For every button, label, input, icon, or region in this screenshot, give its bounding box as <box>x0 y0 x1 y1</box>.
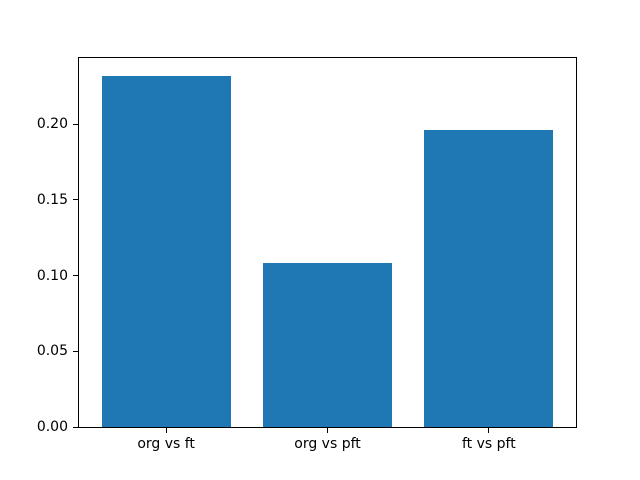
x-tick-mark <box>327 428 328 433</box>
y-tick-mark <box>73 199 78 201</box>
bar-1 <box>101 75 231 427</box>
bar-2 <box>262 263 393 427</box>
y-tick-mark <box>73 275 78 277</box>
y-tick-label: 0.15 <box>36 191 68 208</box>
y-tick-mark <box>73 350 78 352</box>
x-tick-label: ft vs pft <box>462 436 516 452</box>
x-tick-label: org vs pft <box>294 436 361 452</box>
y-tick-mark <box>73 123 78 125</box>
y-tick-label: 0.10 <box>36 267 68 284</box>
bar-3 <box>424 130 554 427</box>
y-tick-label: 0.05 <box>36 343 68 360</box>
x-tick-mark <box>165 428 167 433</box>
y-tick-label: 0.00 <box>36 419 68 435</box>
x-tick-mark <box>488 428 490 433</box>
x-tick-label: org vs ft <box>137 436 195 452</box>
y-tick-mark <box>73 426 78 428</box>
y-tick-label: 0.20 <box>36 116 68 133</box>
plot-area: 0.00 0.05 0.10 0.15 0.20 org vs ft org vs pft f… <box>37 57 577 451</box>
